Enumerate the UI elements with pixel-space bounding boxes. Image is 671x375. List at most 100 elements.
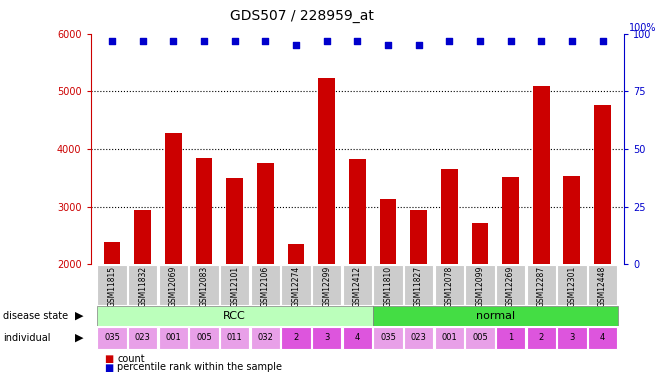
Text: GSM12106: GSM12106 <box>261 266 270 307</box>
FancyBboxPatch shape <box>128 265 158 305</box>
Text: individual: individual <box>3 333 51 343</box>
Point <box>382 42 393 48</box>
FancyBboxPatch shape <box>312 265 342 305</box>
Bar <box>564 176 580 264</box>
FancyBboxPatch shape <box>343 265 372 305</box>
FancyBboxPatch shape <box>220 327 250 349</box>
Text: GSM12078: GSM12078 <box>445 266 454 307</box>
FancyBboxPatch shape <box>372 306 618 326</box>
Bar <box>533 86 550 264</box>
Text: GSM12287: GSM12287 <box>537 266 546 307</box>
Point <box>444 38 455 44</box>
Text: GSM11815: GSM11815 <box>107 266 117 307</box>
Text: GSM11827: GSM11827 <box>414 266 423 307</box>
FancyBboxPatch shape <box>158 327 188 349</box>
Text: GSM12083: GSM12083 <box>199 266 209 307</box>
Bar <box>195 158 213 264</box>
Text: GSM12448: GSM12448 <box>598 266 607 307</box>
FancyBboxPatch shape <box>496 265 525 305</box>
FancyBboxPatch shape <box>312 327 342 349</box>
FancyBboxPatch shape <box>97 327 127 349</box>
FancyBboxPatch shape <box>588 327 617 349</box>
Point <box>597 38 608 44</box>
FancyBboxPatch shape <box>189 327 219 349</box>
FancyBboxPatch shape <box>465 265 495 305</box>
Point <box>138 38 148 44</box>
Bar <box>594 105 611 264</box>
Point <box>260 38 270 44</box>
Text: 011: 011 <box>227 333 242 342</box>
Bar <box>410 210 427 264</box>
Bar <box>318 78 335 264</box>
Text: RCC: RCC <box>223 311 246 321</box>
FancyBboxPatch shape <box>435 265 464 305</box>
Text: GSM11832: GSM11832 <box>138 266 147 307</box>
FancyBboxPatch shape <box>557 327 586 349</box>
Text: 2: 2 <box>293 333 299 342</box>
Point <box>321 38 332 44</box>
Bar <box>165 133 182 264</box>
Text: ▶: ▶ <box>75 333 83 343</box>
FancyBboxPatch shape <box>404 327 433 349</box>
Text: ▶: ▶ <box>75 311 83 321</box>
FancyBboxPatch shape <box>251 265 280 305</box>
Bar <box>441 169 458 264</box>
Bar <box>226 178 243 264</box>
Text: 1: 1 <box>508 333 513 342</box>
Text: GSM12301: GSM12301 <box>568 266 576 307</box>
Text: normal: normal <box>476 311 515 321</box>
Text: 023: 023 <box>411 333 427 342</box>
FancyBboxPatch shape <box>158 265 188 305</box>
Text: 023: 023 <box>135 333 151 342</box>
Point <box>107 38 117 44</box>
Text: 001: 001 <box>166 333 181 342</box>
FancyBboxPatch shape <box>557 265 586 305</box>
Point <box>413 42 424 48</box>
Bar <box>257 163 274 264</box>
FancyBboxPatch shape <box>220 265 250 305</box>
Text: ■: ■ <box>104 354 113 364</box>
FancyBboxPatch shape <box>588 265 617 305</box>
Point <box>536 38 547 44</box>
Text: 3: 3 <box>324 333 329 342</box>
Bar <box>502 177 519 264</box>
Point <box>566 38 577 44</box>
Text: GDS507 / 228959_at: GDS507 / 228959_at <box>230 9 374 23</box>
Text: 4: 4 <box>355 333 360 342</box>
Text: GSM11810: GSM11810 <box>383 266 393 307</box>
Text: 005: 005 <box>196 333 212 342</box>
FancyBboxPatch shape <box>496 327 525 349</box>
FancyBboxPatch shape <box>128 327 158 349</box>
Bar <box>288 244 305 264</box>
FancyBboxPatch shape <box>527 265 556 305</box>
Text: count: count <box>117 354 145 364</box>
Text: 2: 2 <box>539 333 544 342</box>
Text: 001: 001 <box>442 333 457 342</box>
Text: ■: ■ <box>104 363 113 372</box>
Text: GSM12069: GSM12069 <box>169 266 178 307</box>
Text: GSM12101: GSM12101 <box>230 266 239 307</box>
Text: percentile rank within the sample: percentile rank within the sample <box>117 363 282 372</box>
Point <box>352 38 363 44</box>
Point <box>199 38 209 44</box>
Text: 100%: 100% <box>629 22 657 33</box>
FancyBboxPatch shape <box>97 265 127 305</box>
Point <box>291 42 301 48</box>
Text: GSM12299: GSM12299 <box>322 266 331 307</box>
Text: disease state: disease state <box>3 311 68 321</box>
FancyBboxPatch shape <box>527 327 556 349</box>
Text: 3: 3 <box>569 333 574 342</box>
Text: GSM12269: GSM12269 <box>506 266 515 307</box>
Text: 005: 005 <box>472 333 488 342</box>
Text: 032: 032 <box>258 333 273 342</box>
FancyBboxPatch shape <box>465 327 495 349</box>
FancyBboxPatch shape <box>189 265 219 305</box>
Text: 035: 035 <box>104 333 120 342</box>
Text: GSM12274: GSM12274 <box>291 266 301 307</box>
FancyBboxPatch shape <box>435 327 464 349</box>
Text: GSM12412: GSM12412 <box>353 266 362 307</box>
FancyBboxPatch shape <box>373 265 403 305</box>
Bar <box>134 210 151 264</box>
Text: 035: 035 <box>380 333 396 342</box>
Text: GSM12099: GSM12099 <box>476 266 484 307</box>
